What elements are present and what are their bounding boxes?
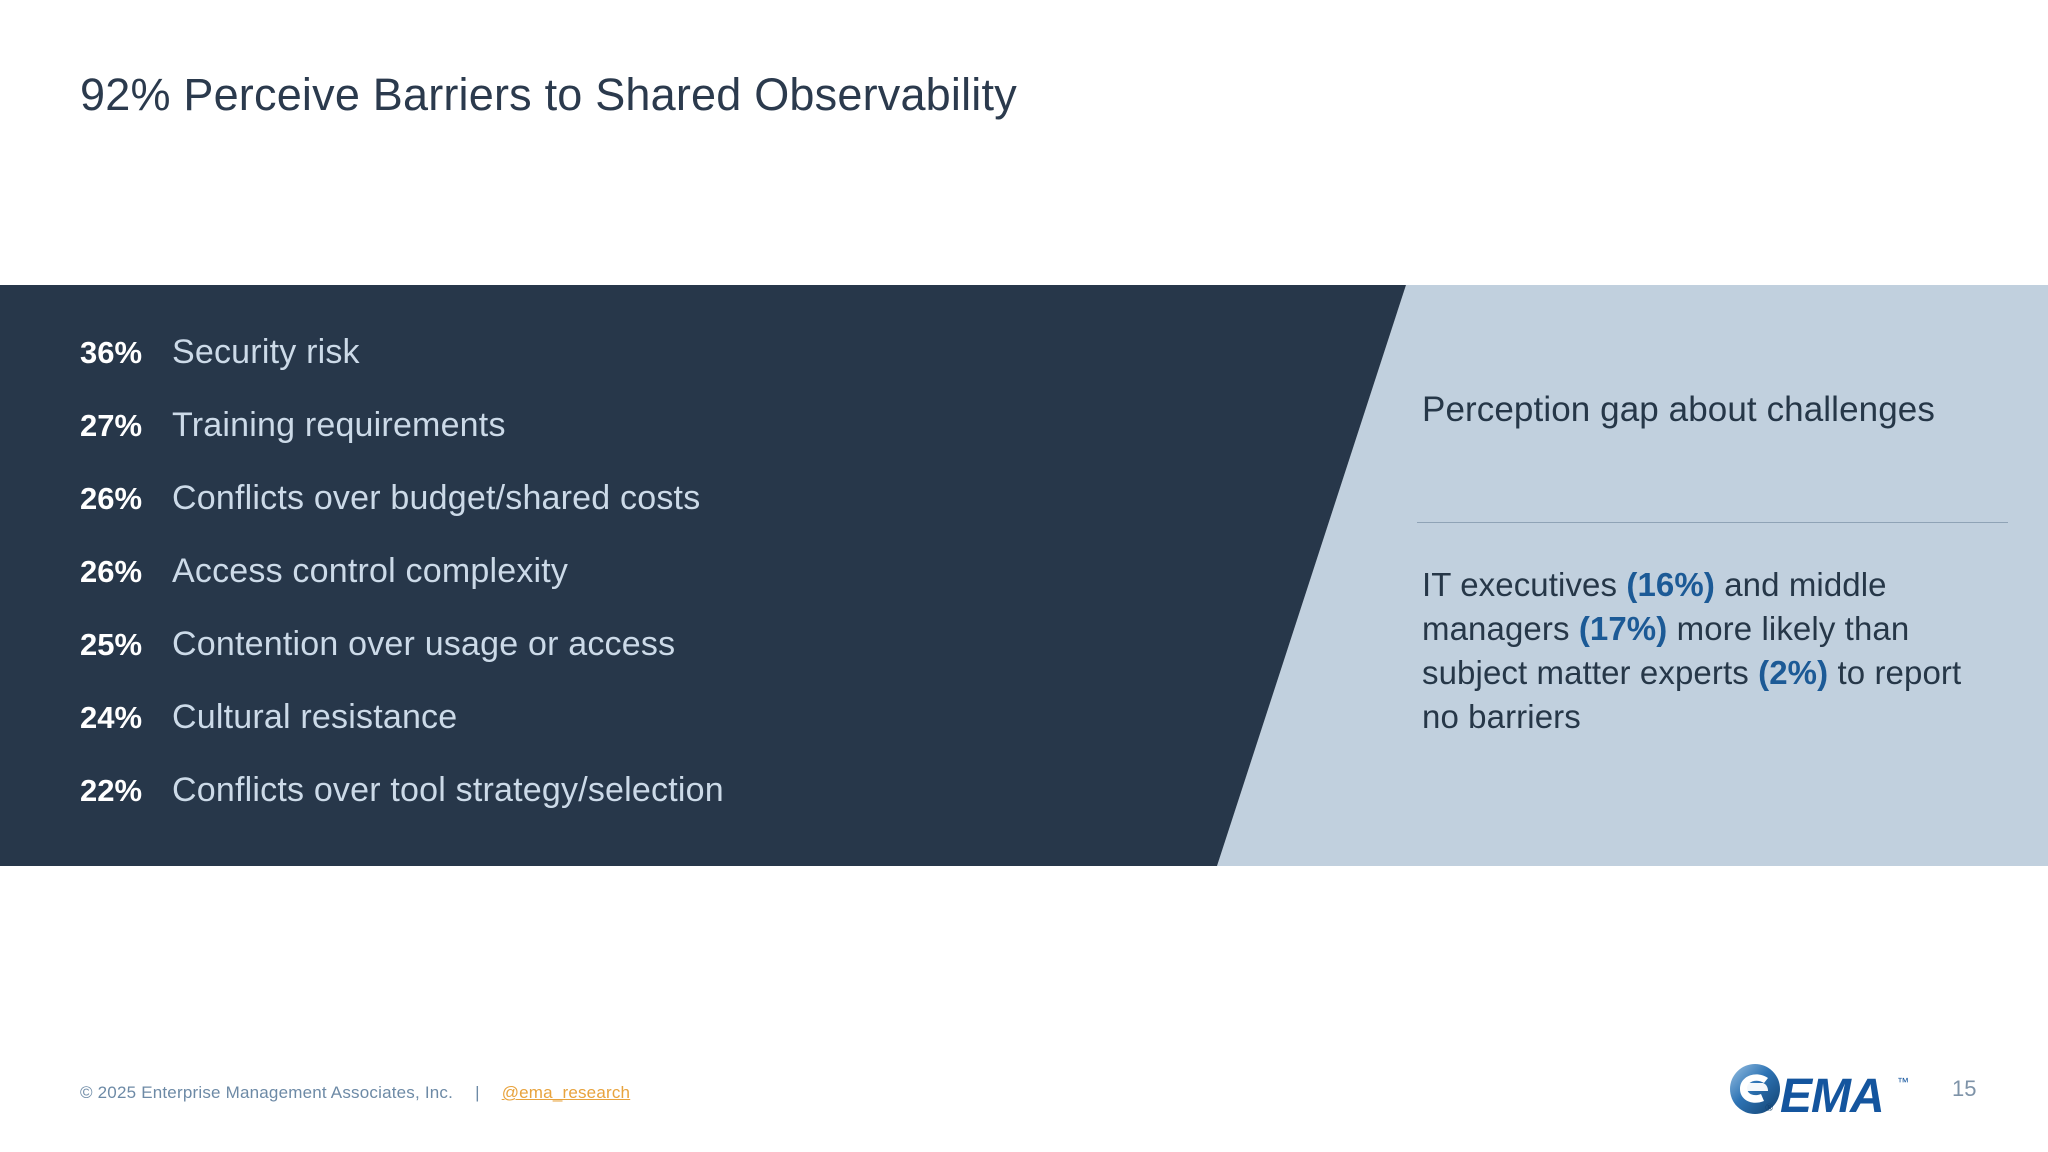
barrier-percent: 36% (80, 335, 143, 370)
side-panel-text: to report no barriers (1422, 653, 1962, 735)
barrier-row: 24% Cultural resistance (80, 681, 1140, 754)
barrier-row: 36% Security risk (80, 316, 1140, 389)
page-title: 92% Perceive Barriers to Shared Observab… (80, 69, 1017, 120)
barrier-percent: 25% (80, 627, 143, 662)
footer-copyright: © 2025 Enterprise Management Associates,… (80, 1083, 454, 1102)
side-panel-body: IT executives (16%) and middle managers … (1422, 563, 1992, 739)
barrier-percent: 26% (80, 481, 143, 516)
barrier-label: Access control complexity (172, 552, 569, 590)
side-panel-divider (1417, 522, 2008, 523)
barrier-label: Conflicts over tool strategy/selection (172, 771, 724, 809)
content-banner (0, 285, 2048, 866)
svg-text:EMA: EMA (1780, 1070, 1884, 1123)
side-panel-stat: (2%) (1758, 653, 1829, 691)
svg-text:™: ™ (1897, 1075, 1909, 1089)
barrier-label: Security risk (172, 333, 360, 371)
side-panel-text: IT executives (1422, 566, 1627, 603)
barrier-percent: 22% (80, 773, 143, 808)
footer-social-link[interactable]: @ema_research (501, 1083, 631, 1102)
page-number: 15 (1952, 1076, 1977, 1101)
side-panel-heading: Perception gap about challenges (1422, 390, 1935, 429)
barrier-percent: 24% (80, 700, 143, 735)
barrier-row: 26% Conflicts over budget/shared costs (80, 462, 1140, 535)
barrier-row: 25% Contention over usage or access (80, 608, 1140, 681)
banner-dark-shape (0, 285, 1406, 866)
side-panel-stat: (17%) (1578, 609, 1668, 647)
barrier-row: 26% Access control complexity (80, 535, 1140, 608)
barrier-list: 36% Security risk 27% Training requirements… (80, 316, 1140, 827)
barrier-percent: 26% (80, 554, 143, 589)
footer-separator: | (475, 1083, 480, 1102)
barrier-label: Training requirements (172, 406, 506, 444)
barrier-label: Cultural resistance (172, 698, 458, 736)
barrier-percent: 27% (80, 408, 143, 443)
side-panel-stat: (16%) (1626, 566, 1715, 603)
barrier-label: Conflicts over budget/shared costs (172, 479, 701, 517)
ema-logo: ® EMA ™ (1728, 1062, 1918, 1124)
svg-text:®: ® (1765, 1102, 1773, 1114)
ema-logo-icon: ® EMA ™ (1730, 1064, 1909, 1123)
barrier-row: 27% Training requirements (80, 389, 1140, 462)
side-panel-text: more likely than subject matter experts (1422, 609, 1910, 691)
side-panel-text: and middle managers (1422, 566, 1887, 647)
barrier-row: 22% Conflicts over tool strategy/selectio… (80, 754, 1140, 827)
side-panel: Perception gap about challenges IT execu… (1417, 285, 2008, 866)
footer: © 2025 Enterprise Management Associates,… (80, 1083, 630, 1103)
barrier-label: Contention over usage or access (172, 625, 676, 663)
